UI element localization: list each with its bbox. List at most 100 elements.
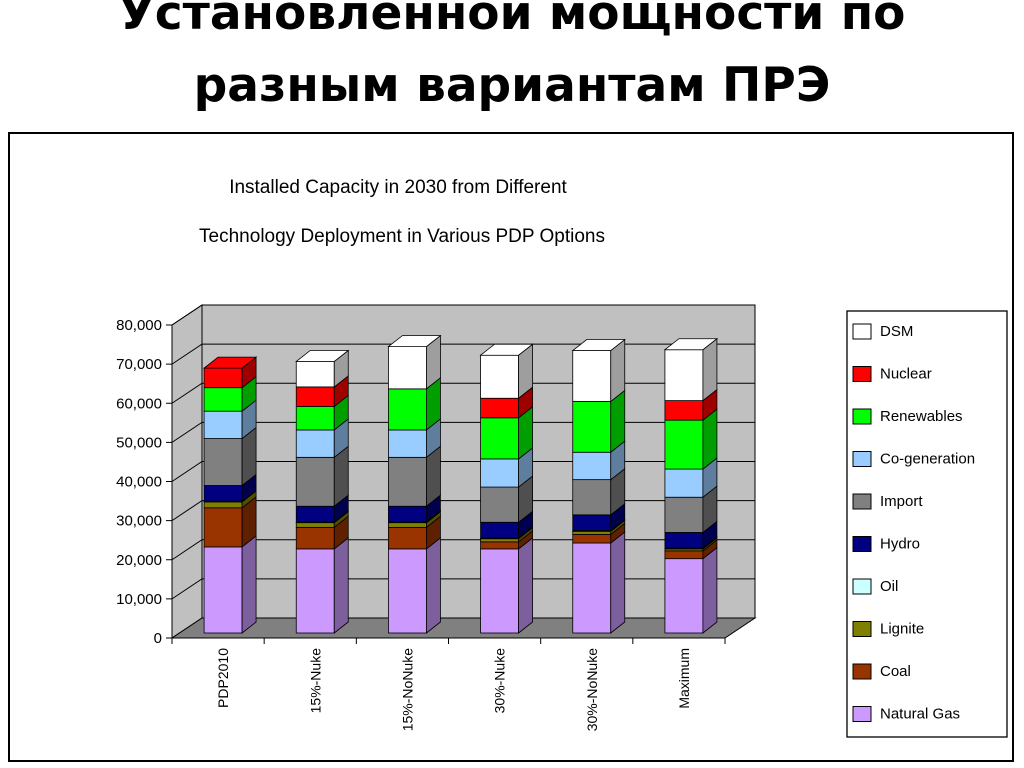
bar-segment-front <box>295 548 335 634</box>
bar-segment-front <box>203 501 243 509</box>
bar-segment-front <box>203 410 243 439</box>
bar-top <box>479 343 534 356</box>
bar-segment-front <box>388 522 427 528</box>
legend-swatch <box>852 706 872 722</box>
legend-swatch <box>852 578 872 595</box>
plot-area: 0 10,000 20,000 30,000 40,000 50,000 60,000 70,… <box>116 304 757 731</box>
legend: DSM Nuclear Renewables Co-generation Import H… <box>852 323 975 723</box>
legend-label: Natural Gas <box>880 706 960 723</box>
bar-top <box>571 339 626 351</box>
bar-segment-side <box>241 535 257 634</box>
chart-title-line-1: Installed Capacity in 2030 from Differen… <box>229 177 567 198</box>
bar-segment-front <box>572 542 612 634</box>
bar-segment-front <box>572 451 612 481</box>
legend-label: Oil <box>880 578 898 595</box>
bar-segment-front <box>664 532 704 549</box>
bar-segment-front <box>572 514 612 531</box>
legend-label: Nuclear <box>880 366 932 383</box>
bar-segment-front <box>388 456 427 507</box>
chart-title-line-2: Technology Deployment in Various PDP Opt… <box>199 226 605 247</box>
bar-segment-front <box>388 429 427 458</box>
bar-segment-front <box>664 468 704 498</box>
bar-segment-front <box>295 505 335 523</box>
bar-segment-front <box>203 485 243 502</box>
bar-segment-front <box>203 438 243 486</box>
gridline <box>171 421 755 443</box>
bar-segment-front <box>388 526 427 550</box>
bar-top <box>663 338 719 351</box>
category-label: 15%-Nuke <box>307 648 323 714</box>
legend-swatch <box>852 493 872 510</box>
bar-segment-front <box>572 479 612 516</box>
legend-swatch <box>852 366 872 382</box>
bar-segment-front <box>480 541 519 550</box>
bar-segment-front <box>295 361 335 388</box>
bar-segment-front <box>480 397 519 419</box>
y-tick-label: 10,000 <box>116 591 162 608</box>
bar-segment-front <box>480 538 519 543</box>
legend-label: Import <box>880 493 923 510</box>
gridline <box>171 500 755 522</box>
category-label: 30%-NoNuke <box>584 648 600 731</box>
category-label: Maximum <box>676 648 692 709</box>
bar-segment-front <box>572 530 612 535</box>
legend-swatch <box>852 621 872 637</box>
bar-segment-front <box>572 350 612 402</box>
bar-segment-side <box>610 531 626 634</box>
y-tick-label: 50,000 <box>116 434 162 451</box>
bar-segment-front <box>388 388 427 431</box>
y-tick-label: 30,000 <box>116 513 162 530</box>
gridline <box>171 343 755 365</box>
bar-segment-front <box>480 521 519 539</box>
y-tick-label: 60,000 <box>116 395 162 412</box>
gridline <box>171 461 755 482</box>
gridline <box>171 578 755 600</box>
bar-segment-front <box>664 400 704 421</box>
bar-segment-front <box>203 367 243 389</box>
slide-title-line-2: разным вариантам ПРЭ <box>193 58 831 113</box>
bar-segment-front <box>295 456 335 507</box>
y-tick-label: 0 <box>154 630 162 647</box>
bar-segment-front <box>572 534 612 544</box>
bar-top <box>202 356 258 369</box>
bar-segment-front <box>664 496 704 533</box>
bar-segment-front <box>388 505 427 523</box>
legend-swatch <box>852 451 872 467</box>
bar-segment-front <box>480 548 519 634</box>
bar-segment-front <box>664 550 704 560</box>
bar-segment-front <box>664 419 704 470</box>
bar-segment-front <box>203 387 243 412</box>
category-label: 15%-NoNuke <box>399 648 415 731</box>
legend-label: Coal <box>880 663 911 680</box>
category-label: 30%-Nuke <box>492 648 508 714</box>
bar-segment-front <box>572 400 612 453</box>
legend-label: DSM <box>880 323 913 340</box>
legend-swatch <box>852 323 872 340</box>
legend-box <box>846 310 1008 738</box>
legend-label: Lignite <box>880 621 924 638</box>
bar-segment-front <box>295 526 335 550</box>
gridline <box>171 304 755 326</box>
bar-segment-front <box>295 386 335 407</box>
bar-segment-front <box>480 458 519 488</box>
bar-segment-front <box>295 406 335 431</box>
bar-segment-front <box>203 507 243 548</box>
y-tick-label: 20,000 <box>116 552 162 569</box>
bar-segment-side <box>518 537 533 634</box>
bar-top <box>387 335 442 348</box>
bar-segment-front <box>480 354 519 399</box>
gridline <box>171 539 755 561</box>
bar-segment-front <box>664 558 704 634</box>
bar-segment-front <box>480 486 519 523</box>
y-tick-label: 40,000 <box>116 474 162 491</box>
y-tick-label: 80,000 <box>116 317 162 334</box>
bar-segment-front <box>203 546 243 634</box>
legend-label: Renewables <box>880 408 963 425</box>
bar-segment-side <box>333 537 349 634</box>
legend-swatch <box>852 536 872 552</box>
y-tick-label: 70,000 <box>116 356 162 373</box>
slide-title: Установленной мощности по разным вариант… <box>0 0 1024 122</box>
bar-segment-side <box>426 537 441 634</box>
legend-swatch <box>852 408 872 425</box>
